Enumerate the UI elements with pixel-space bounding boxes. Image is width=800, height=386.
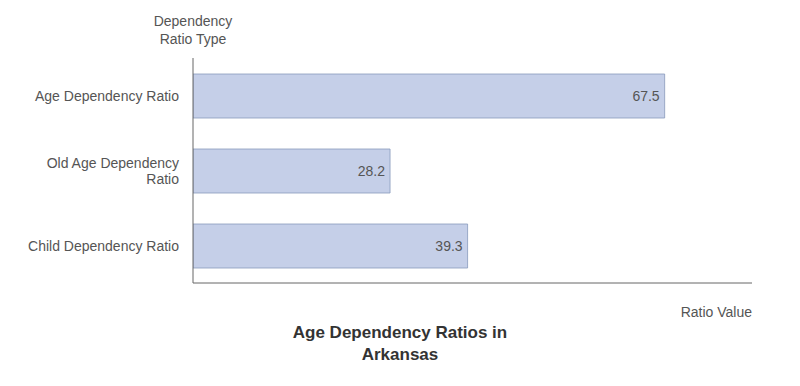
svg-text:39.3: 39.3: [435, 238, 462, 254]
svg-text:67.5: 67.5: [632, 88, 659, 104]
svg-text:Ratio Value: Ratio Value: [681, 304, 753, 320]
svg-text:Child Dependency Ratio: Child Dependency Ratio: [28, 238, 179, 254]
svg-text:Age Dependency Ratio: Age Dependency Ratio: [35, 88, 179, 104]
svg-text:Old Age DependencyRatio: Old Age DependencyRatio: [47, 155, 180, 187]
svg-text:28.2: 28.2: [358, 163, 385, 179]
html-text:Dependency Ratio Type: Dependency Ratio Type: [153, 13, 233, 47]
html-text:Age Dependency Ratios in Arkan: Age Dependency Ratios in Arkansas: [292, 323, 508, 364]
